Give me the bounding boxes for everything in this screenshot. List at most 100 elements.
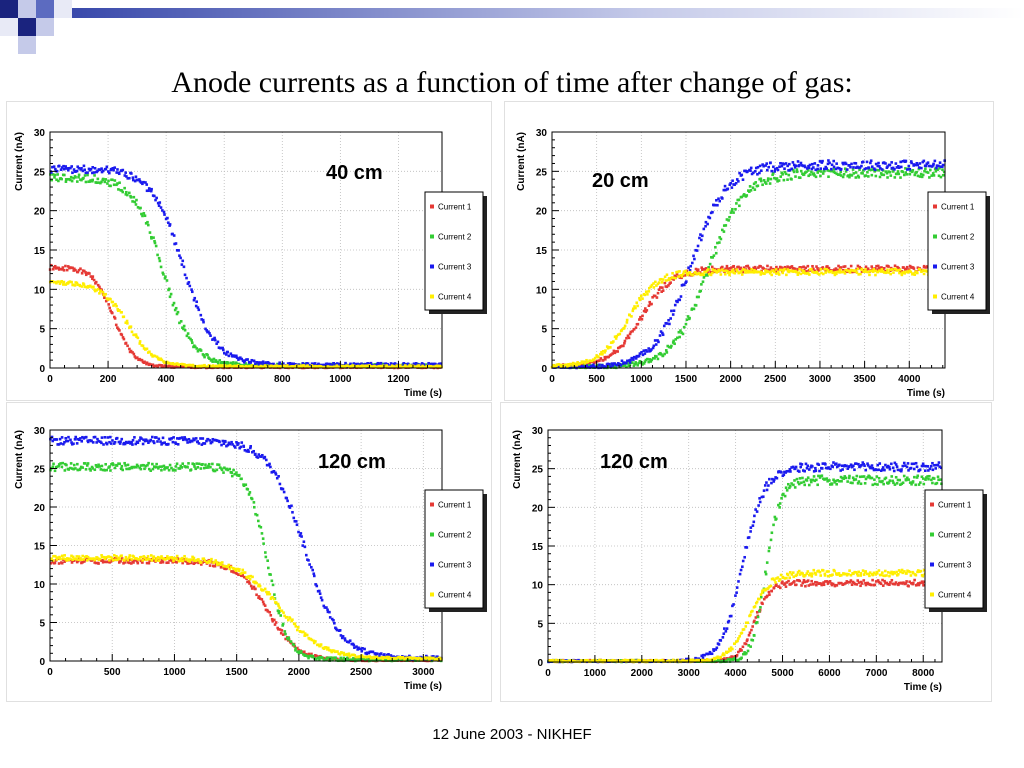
data-point-current-4 [840, 270, 843, 274]
data-point-current-1 [631, 329, 634, 333]
data-point-current-2 [147, 467, 151, 471]
data-point-current-1 [131, 559, 134, 563]
data-point-current-3 [676, 300, 679, 304]
data-point-current-2 [81, 466, 84, 469]
decor-square-6 [36, 18, 54, 36]
data-point-current-1 [135, 560, 139, 563]
data-point-current-4 [266, 592, 269, 596]
data-point-current-3 [623, 361, 627, 365]
data-point-current-4 [654, 280, 657, 284]
data-point-current-1 [659, 286, 662, 289]
data-point-current-2 [848, 175, 851, 179]
data-point-current-4 [382, 655, 385, 659]
data-point-current-3 [52, 438, 56, 441]
data-point-current-4 [848, 271, 852, 274]
data-point-current-2 [83, 462, 87, 465]
data-point-current-3 [812, 166, 815, 169]
data-point-current-2 [316, 656, 320, 660]
data-point-current-3 [704, 224, 707, 228]
data-point-current-2 [113, 179, 117, 182]
data-point-current-4 [305, 633, 309, 637]
data-point-current-1 [609, 353, 613, 356]
data-point-current-4 [580, 361, 584, 365]
data-point-current-3 [282, 490, 286, 494]
data-point-current-4 [631, 307, 635, 311]
data-point-current-4 [280, 609, 284, 613]
data-point-current-3 [228, 442, 232, 446]
data-point-current-1 [98, 287, 102, 291]
data-point-current-3 [606, 362, 610, 366]
data-point-current-3 [213, 336, 216, 340]
data-point-current-4 [285, 615, 289, 619]
data-point-current-4 [160, 556, 164, 560]
data-point-current-3 [220, 443, 223, 447]
data-point-current-4 [355, 365, 359, 369]
data-point-current-2 [278, 610, 282, 613]
data-point-current-4 [318, 644, 322, 648]
data-point-current-3 [209, 441, 213, 445]
data-point-current-2 [703, 274, 707, 277]
data-point-current-2 [85, 464, 89, 467]
data-point-current-4 [249, 365, 253, 369]
data-point-current-2 [309, 654, 313, 658]
data-point-current-2 [731, 658, 735, 662]
data-point-current-2 [939, 175, 943, 179]
data-point-current-1 [160, 365, 164, 368]
data-point-current-2 [154, 244, 158, 248]
data-point-current-1 [778, 586, 782, 590]
data-point-current-1 [271, 619, 274, 623]
data-point-current-3 [131, 443, 134, 446]
data-point-current-2 [65, 463, 68, 467]
data-point-current-3 [583, 365, 587, 368]
data-point-current-4 [421, 658, 424, 661]
data-point-current-4 [747, 269, 751, 273]
data-point-current-4 [307, 365, 311, 369]
data-point-current-3 [776, 168, 780, 172]
data-point-current-1 [826, 265, 829, 268]
data-point-current-2 [773, 515, 777, 519]
data-point-current-3 [201, 437, 205, 440]
data-point-current-1 [849, 264, 853, 268]
data-point-current-4 [157, 559, 161, 562]
data-point-current-3 [626, 359, 629, 363]
data-point-current-2 [179, 320, 183, 323]
data-point-current-3 [610, 362, 614, 365]
data-point-current-2 [346, 658, 349, 661]
data-point-current-2 [231, 363, 235, 367]
data-point-current-2 [204, 466, 208, 469]
data-point-current-4 [62, 557, 65, 560]
data-point-current-4 [730, 270, 734, 273]
data-point-current-2 [680, 331, 683, 334]
data-point-current-4 [181, 556, 184, 560]
data-point-current-3 [607, 362, 611, 366]
data-point-current-3 [79, 437, 82, 440]
data-point-current-1 [130, 562, 133, 565]
data-point-current-3 [613, 362, 617, 365]
data-point-current-1 [655, 296, 659, 299]
data-point-current-3 [174, 242, 178, 245]
data-point-current-2 [781, 173, 784, 176]
data-point-current-3 [257, 363, 261, 366]
data-point-current-4 [780, 268, 784, 272]
data-point-current-1 [769, 266, 773, 269]
data-point-current-2 [778, 506, 781, 509]
data-point-current-4 [298, 364, 301, 368]
data-point-current-1 [247, 580, 251, 583]
data-point-current-4 [685, 271, 689, 275]
data-point-current-3 [95, 441, 98, 444]
data-point-current-4 [77, 558, 80, 562]
data-point-current-4 [424, 656, 428, 659]
data-point-current-4 [286, 365, 290, 369]
data-point-current-4 [434, 657, 437, 661]
data-point-current-1 [60, 561, 64, 565]
data-point-current-2 [643, 360, 647, 363]
data-point-current-2 [90, 179, 94, 183]
data-point-current-3 [807, 164, 810, 168]
data-point-current-3 [890, 161, 893, 164]
data-point-current-4 [264, 365, 268, 369]
data-point-current-2 [839, 170, 843, 174]
data-point-current-4 [901, 271, 904, 275]
data-point-current-4 [364, 364, 368, 368]
data-point-current-3 [201, 318, 205, 322]
data-point-current-3 [773, 167, 777, 171]
